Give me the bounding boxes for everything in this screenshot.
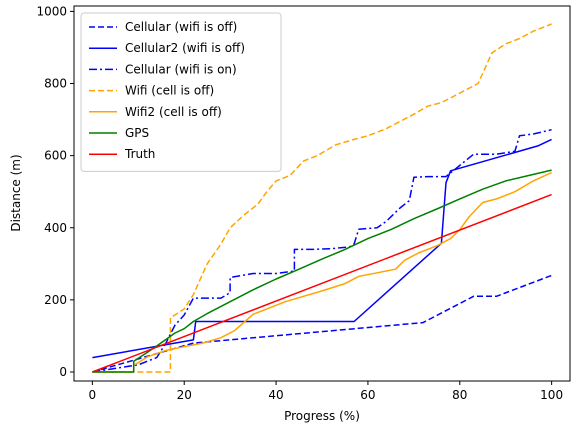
y-axis-ticks: 0 200 400 600 800 1000 xyxy=(36,4,74,379)
y-tick-label: 0 xyxy=(59,365,67,379)
x-axis-ticks: 0 20 40 60 80 100 xyxy=(89,381,563,402)
x-tick-label: 100 xyxy=(540,388,563,402)
x-axis-label: Progress (%) xyxy=(284,409,360,423)
x-tick-label: 80 xyxy=(452,388,467,402)
x-tick-label: 0 xyxy=(89,388,97,402)
legend-entry: Cellular (wifi is off) xyxy=(125,20,237,34)
legend-entry: Cellular (wifi is on) xyxy=(125,62,237,76)
y-tick-label: 1000 xyxy=(36,4,67,18)
legend-entry: Wifi2 (cell is off) xyxy=(125,105,222,119)
legend: Cellular (wifi is off) Cellular2 (wifi is… xyxy=(80,12,282,172)
y-tick-label: 200 xyxy=(44,293,67,307)
legend-entry: Truth xyxy=(124,147,155,161)
series-line-1 xyxy=(92,274,552,373)
plot-frame xyxy=(73,5,571,382)
series-line-6 xyxy=(92,169,552,373)
series-line-3 xyxy=(92,128,552,373)
legend-box xyxy=(80,12,282,172)
x-tick-label: 20 xyxy=(177,388,192,402)
plot-lines xyxy=(92,23,552,373)
series-line-4 xyxy=(92,23,552,373)
x-tick-label: 40 xyxy=(268,388,283,402)
y-tick-label: 600 xyxy=(44,149,67,163)
y-tick-label: 800 xyxy=(44,77,67,91)
series-line-7 xyxy=(92,193,552,373)
legend-entry: GPS xyxy=(125,126,149,140)
y-axis-label: Distance (m) xyxy=(9,154,23,231)
legend-entry: Cellular2 (wifi is off) xyxy=(125,41,245,55)
series-line-2 xyxy=(92,138,552,359)
series-line-5 xyxy=(92,171,552,373)
x-tick-label: 60 xyxy=(360,388,375,402)
legend-entry: Wifi (cell is off) xyxy=(125,84,214,98)
y-tick-label: 400 xyxy=(44,221,67,235)
